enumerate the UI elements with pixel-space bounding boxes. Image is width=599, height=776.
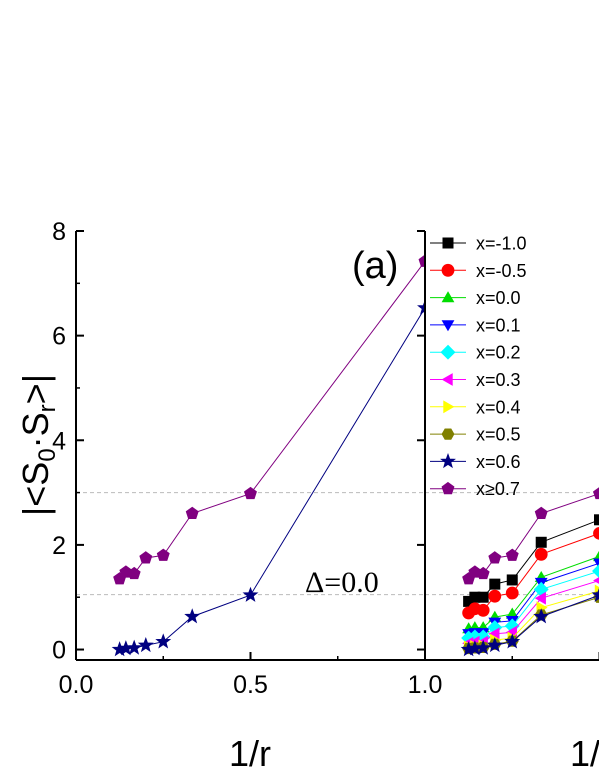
y-label-part: ·S [15,412,56,448]
legend-marker [441,320,455,332]
y-tick-label: 4 [52,427,66,455]
legend-marker [441,481,455,495]
panel-label: (a) [352,245,398,287]
y-tick-label: 2 [52,532,66,560]
panel-b-series-0 [463,514,599,607]
legend-marker [442,237,454,249]
series-line [119,260,425,580]
data-point [593,550,599,562]
legend-marker [441,373,453,386]
y-label-part: |<S [15,462,56,516]
legend-label: x=-1.0 [476,234,527,254]
legend-marker [441,291,455,303]
data-point [242,586,259,602]
data-point [591,588,599,602]
data-point [127,566,141,580]
panel-a-series-0 [113,254,425,585]
data-point [593,558,599,569]
legend-label: x=0.3 [476,370,521,390]
y-tick-label: 8 [52,218,66,246]
reference-lines [76,492,425,596]
legend-marker [441,263,455,277]
data-point [477,591,489,603]
annotation: Δ=0.0 [305,566,379,599]
legend-label: x=0.0 [476,288,521,308]
x-tick-label: 0.5 [233,671,268,699]
panel-b-series-8 [460,588,599,657]
data-point [155,633,172,649]
legend-label: x≥0.7 [476,479,520,499]
x-axis-label: 1/r [229,733,271,774]
y-label-subscript: r [34,404,61,412]
data-point [534,591,546,605]
data-point [506,574,518,586]
legend-label: x=0.6 [476,452,521,472]
data-point [533,608,550,624]
data-point [504,633,521,649]
x-tick-label: 1.0 [408,671,443,699]
data-point [489,578,501,590]
legend-marker [440,453,456,469]
y-tick-label: 6 [52,323,66,351]
legend-item: x=0.6 [430,452,521,472]
legend-marker [440,344,456,360]
data-point [488,551,502,564]
data-point [137,636,154,653]
legend-item: x=0.1 [430,315,521,335]
data-point [505,586,519,600]
data-point [505,548,519,561]
data-point [488,589,502,603]
legend-item: x=-0.5 [430,261,527,281]
panel-b-series-1 [462,527,599,620]
legend-item: x≥0.7 [430,479,520,499]
y-label-subscript: 0 [34,448,61,461]
legend-item: x=-1.0 [430,234,527,254]
data-point [534,547,548,561]
data-point [156,548,170,561]
panel-a-series-1 [111,299,425,657]
legend-item: x=0.2 [430,343,521,363]
legend-marker [443,400,455,414]
data-point [486,636,503,653]
data-point [184,608,201,624]
legend-label: x=0.1 [476,315,521,335]
data-point [593,527,599,540]
data-point [244,486,257,500]
data-point [535,536,547,548]
data-point [534,506,548,520]
data-point [476,566,490,580]
legend-label: x=-0.5 [476,261,527,281]
y-label-part: >| [15,374,56,404]
legend-item: x=0.5 [430,425,521,445]
legend-item: x=0.0 [430,288,521,308]
data-point [139,551,153,564]
data-point [417,299,425,315]
data-point [476,603,490,617]
y-axis-label: |<S0·Sr>| [15,374,61,516]
legend-item: x=0.3 [430,370,521,390]
y-tick-label: 0 [52,637,66,665]
panel-b-series-9 [462,487,599,585]
legend-label: x=0.5 [476,425,521,445]
data-point [593,487,599,500]
series-line [119,307,425,650]
series-line [468,493,599,580]
data-point [418,254,425,267]
data-point [185,506,199,520]
x-tick-label: 0.0 [59,671,94,699]
legend-item: x=0.4 [430,397,521,417]
x-axis-label-b: 1/ [570,733,599,774]
data-point [594,514,599,526]
data-point [592,564,599,579]
data-point [475,639,492,655]
series-line [468,519,599,602]
data-point [126,639,143,655]
legend-label: x=0.2 [476,343,521,363]
legend-marker [441,428,455,440]
legend-label: x=0.4 [476,397,521,417]
